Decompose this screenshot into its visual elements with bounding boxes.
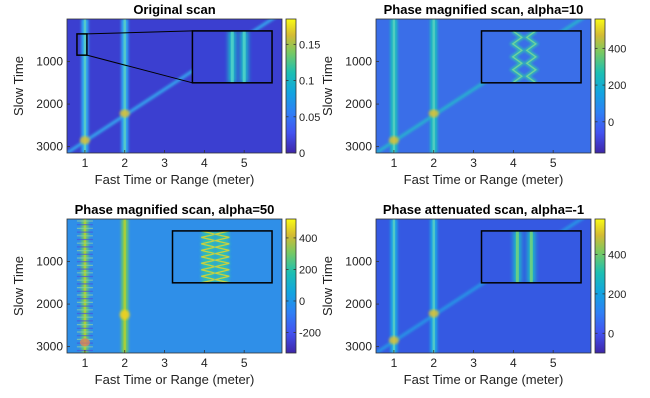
chart-title: Phase attenuated scan, alpha=-1 bbox=[383, 202, 584, 217]
panel-1: 1 2 3 4 5 1000 2000 3000 Original scan Fast Time … bbox=[11, 2, 320, 187]
x-tick-label: 5 bbox=[241, 156, 248, 170]
inset-column-core bbox=[516, 231, 519, 283]
inset-column-core bbox=[243, 31, 246, 83]
colorbar-tick-label: 0.05 bbox=[299, 112, 320, 124]
colorbar-tick-label: 200 bbox=[299, 264, 317, 276]
x-tick-label: 5 bbox=[241, 356, 248, 370]
x-tick-label: 1 bbox=[82, 356, 89, 370]
heatmap-area bbox=[376, 13, 591, 153]
colorbar-tick-label: 400 bbox=[299, 233, 317, 245]
vertical-target-core bbox=[433, 219, 435, 353]
vertical-target-core bbox=[393, 219, 395, 353]
x-tick-label: 1 bbox=[82, 156, 89, 170]
panel-3: 1 2 3 4 5100020003000Phase magnified scan, a… bbox=[11, 202, 321, 387]
intersection-hotspot bbox=[80, 136, 90, 144]
chart-title: Phase magnified scan, alpha=10 bbox=[384, 2, 584, 17]
y-tick-label: 1000 bbox=[36, 255, 63, 269]
colorbar-tick-label: 0 bbox=[299, 148, 305, 160]
x-tick-label: 3 bbox=[470, 156, 477, 170]
intersection-hotspot bbox=[389, 136, 399, 144]
inset-zoom bbox=[192, 31, 272, 83]
vertical-target-core bbox=[393, 19, 395, 153]
y-tick-label: 3000 bbox=[36, 340, 63, 354]
heatmap-area bbox=[67, 13, 282, 153]
x-tick-label: 4 bbox=[510, 356, 517, 370]
vertical-target-core bbox=[124, 19, 126, 153]
colorbar-tick-label: 0.15 bbox=[299, 39, 320, 51]
colorbar-tick-label: 0 bbox=[608, 117, 614, 129]
intersection-hotspot bbox=[429, 109, 439, 117]
x-tick-label: 4 bbox=[510, 156, 517, 170]
x-tick-label: 2 bbox=[121, 356, 128, 370]
x-tick-label: 1 bbox=[391, 356, 398, 370]
intersection-hotspot bbox=[389, 336, 399, 344]
colorbar-tick-label: 400 bbox=[608, 249, 626, 261]
colorbar-tick-label: 0 bbox=[608, 328, 614, 340]
chart-title: Phase magnified scan, alpha=50 bbox=[75, 202, 275, 217]
intersection-hotspot bbox=[120, 109, 130, 117]
y-tick-label: 1000 bbox=[36, 55, 63, 69]
heatmap-area bbox=[376, 213, 591, 353]
inset-column-core bbox=[231, 31, 234, 83]
x-axis-label: Fast Time or Range (meter) bbox=[95, 172, 255, 187]
y-tick-label: 3000 bbox=[36, 140, 63, 154]
intersection-hotspot bbox=[429, 309, 439, 317]
y-tick-label: 1000 bbox=[345, 255, 372, 269]
y-tick-label: 2000 bbox=[36, 97, 63, 111]
x-axis-label: Fast Time or Range (meter) bbox=[404, 172, 564, 187]
x-tick-label: 2 bbox=[430, 156, 437, 170]
colorbar-tick-label: 200 bbox=[608, 80, 626, 92]
inset-zoom bbox=[173, 231, 273, 283]
y-axis-label: Slow Time bbox=[11, 56, 26, 116]
colorbar-tick-label: 0 bbox=[299, 296, 305, 308]
y-tick-label: 3000 bbox=[345, 340, 372, 354]
chart-title: Original scan bbox=[133, 2, 215, 17]
x-tick-label: 3 bbox=[470, 356, 477, 370]
vertical-target-core bbox=[124, 219, 126, 353]
x-tick-label: 2 bbox=[430, 356, 437, 370]
colorbar bbox=[595, 19, 605, 153]
colorbar bbox=[286, 19, 296, 153]
y-tick-label: 1000 bbox=[345, 55, 372, 69]
colorbar-tick-label: 400 bbox=[608, 43, 626, 55]
y-tick-label: 2000 bbox=[345, 297, 372, 311]
y-axis-label: Slow Time bbox=[11, 256, 26, 316]
y-axis-label: Slow Time bbox=[320, 56, 335, 116]
colorbar-tick-label: -200 bbox=[299, 328, 321, 340]
hotspot bbox=[80, 338, 90, 346]
inset-zoom bbox=[482, 231, 582, 283]
x-tick-label: 3 bbox=[161, 156, 168, 170]
x-tick-label: 5 bbox=[550, 356, 557, 370]
x-tick-label: 2 bbox=[121, 156, 128, 170]
colorbar-tick-label: 0.1 bbox=[299, 76, 314, 88]
x-tick-label: 1 bbox=[391, 156, 398, 170]
heatmap-area bbox=[67, 219, 282, 353]
colorbar-tick-label: 200 bbox=[608, 289, 626, 301]
x-axis-label: Fast Time or Range (meter) bbox=[95, 372, 255, 387]
y-tick-label: 2000 bbox=[345, 97, 372, 111]
x-tick-label: 5 bbox=[550, 156, 557, 170]
vertical-target-core bbox=[433, 19, 435, 153]
intersection-hotspot bbox=[120, 310, 130, 320]
y-tick-label: 2000 bbox=[36, 297, 63, 311]
inset-column-core bbox=[530, 231, 533, 283]
inset-zoom bbox=[482, 31, 582, 83]
vertical-target-core bbox=[84, 19, 86, 153]
y-tick-label: 3000 bbox=[345, 140, 372, 154]
x-tick-label: 4 bbox=[201, 156, 208, 170]
y-axis-label: Slow Time bbox=[320, 256, 335, 316]
x-tick-label: 3 bbox=[161, 356, 168, 370]
x-axis-label: Fast Time or Range (meter) bbox=[404, 372, 564, 387]
x-tick-label: 4 bbox=[201, 356, 208, 370]
